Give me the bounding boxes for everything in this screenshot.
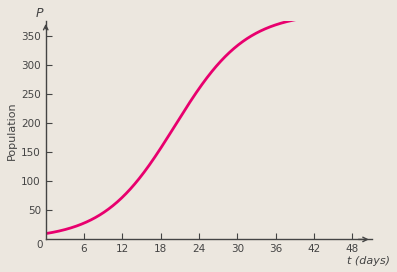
Text: 0: 0 — [36, 240, 42, 250]
Y-axis label: Population: Population — [7, 101, 17, 160]
Text: P: P — [36, 7, 43, 20]
Text: t (days): t (days) — [347, 256, 390, 266]
